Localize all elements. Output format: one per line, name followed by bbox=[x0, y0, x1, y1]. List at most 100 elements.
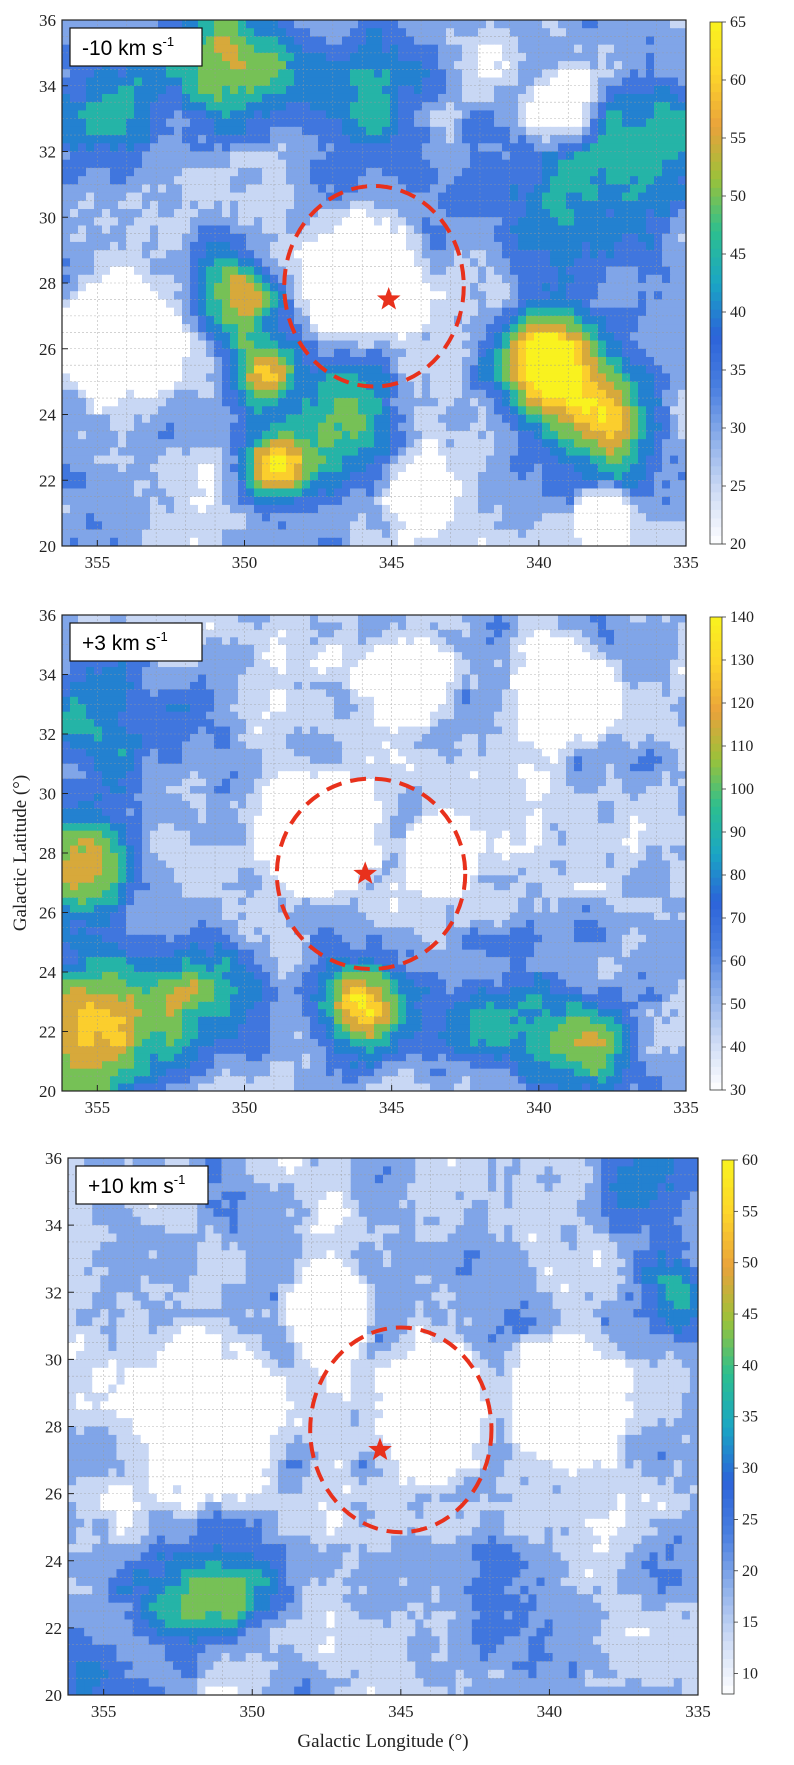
velocity-label-box bbox=[69, 27, 203, 67]
colorbar-segment bbox=[710, 82, 722, 93]
colorbar-segment bbox=[722, 1676, 734, 1686]
colorbar-segment bbox=[710, 56, 722, 67]
colorbar-segment bbox=[710, 719, 722, 728]
colorbar-segment bbox=[710, 274, 722, 284]
y-tick-label: 30 bbox=[45, 1350, 62, 1369]
colorbar-segment bbox=[710, 790, 722, 799]
star-marker bbox=[368, 1437, 392, 1461]
y-tick-label: 24 bbox=[39, 406, 57, 425]
colorbar-segment bbox=[722, 1364, 734, 1375]
colorbar-segment bbox=[710, 1019, 722, 1028]
colorbar-segment bbox=[710, 963, 722, 973]
colorbar-segment bbox=[710, 65, 722, 75]
colorbar-segment bbox=[710, 535, 722, 545]
region-circle bbox=[282, 184, 466, 389]
colorbar-segment bbox=[710, 161, 722, 171]
velocity-label-text: -10 km s bbox=[82, 37, 163, 60]
colorbar-tick-label: 55 bbox=[730, 130, 746, 147]
colorbar-tick-label: 50 bbox=[730, 996, 746, 1013]
colorbar-segment bbox=[722, 1418, 734, 1428]
colorbar-tick-label: 60 bbox=[730, 953, 746, 970]
heatmap-cells bbox=[62, 615, 686, 1091]
colorbar-tick-label: 20 bbox=[742, 1563, 758, 1580]
colorbar-segment bbox=[710, 1011, 722, 1020]
y-tick-label: 24 bbox=[39, 963, 57, 982]
colorbar-segment bbox=[710, 995, 722, 1004]
x-tick-label: 345 bbox=[379, 553, 405, 572]
x-tick-label: 350 bbox=[232, 553, 258, 572]
colorbar-segment bbox=[710, 343, 722, 354]
colorbar-segment bbox=[722, 1373, 734, 1384]
velocity-label: +3 km s-1 bbox=[82, 629, 168, 655]
colorbar-segment bbox=[710, 892, 722, 902]
colorbar-segment bbox=[710, 378, 722, 388]
colorbar-segment bbox=[710, 300, 722, 310]
colorbar-segment bbox=[710, 766, 722, 776]
colorbar-segment bbox=[710, 979, 722, 989]
colorbar-segment bbox=[722, 1685, 734, 1695]
colorbar-segment bbox=[710, 751, 722, 760]
colorbar-segment bbox=[710, 672, 722, 681]
y-tick-label: 28 bbox=[39, 274, 56, 293]
colorbar-segment bbox=[710, 422, 722, 432]
colorbar-tick-label: 100 bbox=[730, 781, 754, 798]
colorbar-tick-label: 50 bbox=[742, 1255, 758, 1272]
colorbar-segment bbox=[710, 774, 722, 784]
colorbar-segment bbox=[722, 1480, 734, 1490]
colorbar-segment bbox=[710, 1082, 722, 1091]
x-tick-label: 350 bbox=[239, 1702, 265, 1721]
colorbar-segment bbox=[710, 39, 722, 49]
x-tick-label: 355 bbox=[85, 553, 111, 572]
colorbar-segment bbox=[722, 1471, 734, 1481]
colorbar-segment bbox=[710, 727, 722, 736]
velocity-label: +10 km s-1 bbox=[88, 1172, 185, 1198]
colorbar-segment bbox=[710, 782, 722, 792]
colorbar-segment bbox=[710, 178, 722, 188]
colorbar-segment bbox=[722, 1346, 734, 1357]
colorbar-segment bbox=[710, 396, 722, 406]
colorbar-tick-label: 80 bbox=[730, 867, 746, 884]
colorbar-segment bbox=[710, 22, 722, 32]
colorbar-segment bbox=[722, 1266, 734, 1277]
region-circle bbox=[308, 1325, 494, 1535]
colorbar-segment bbox=[722, 1222, 734, 1232]
colorbar-segment bbox=[710, 91, 722, 101]
colorbar-segment bbox=[710, 845, 722, 855]
colorbar-tick-label: 40 bbox=[742, 1357, 758, 1374]
velocity-label-text: +3 km s bbox=[82, 632, 156, 655]
colorbar-segment bbox=[710, 256, 722, 267]
colorbar-segment bbox=[722, 1667, 734, 1677]
colorbar-tick-label: 30 bbox=[730, 1082, 746, 1099]
colorbar-segment bbox=[710, 239, 722, 249]
colorbar-segment bbox=[710, 869, 722, 878]
colorbar-segment bbox=[710, 940, 722, 949]
colorbar-segment bbox=[710, 135, 722, 145]
colorbar-segment bbox=[710, 814, 722, 823]
colorbar-segment bbox=[710, 213, 722, 223]
colorbar-segment bbox=[710, 735, 722, 744]
colorbar-segment bbox=[710, 387, 722, 397]
y-tick-label: 32 bbox=[39, 143, 56, 162]
y-tick-label: 20 bbox=[39, 1082, 56, 1101]
colorbar-segment bbox=[722, 1649, 734, 1659]
y-tick-label: 34 bbox=[39, 77, 57, 96]
heatmap-cells bbox=[68, 1158, 698, 1695]
colorbar-tick-label: 20 bbox=[730, 536, 746, 553]
colorbar-segment bbox=[722, 1284, 734, 1295]
colorbar-segment bbox=[710, 74, 722, 84]
colorbar-segment bbox=[710, 291, 722, 301]
panel-2: 355 350 345 340 335 20 22 24 26 28 30 32 34 36 +3 km s… bbox=[10, 606, 754, 1117]
colorbar-tick-label: 140 bbox=[730, 609, 754, 626]
colorbar-segment bbox=[722, 1622, 734, 1633]
colorbar-segment bbox=[722, 1168, 734, 1179]
colorbar-tick-label: 40 bbox=[730, 304, 746, 321]
colorbar-segment bbox=[722, 1613, 734, 1624]
colorbar-segment bbox=[722, 1249, 734, 1259]
colorbar-segment bbox=[710, 1003, 722, 1012]
velocity-label-box bbox=[69, 622, 203, 662]
colorbar-segment bbox=[710, 664, 722, 673]
colorbar-tick-label: 35 bbox=[742, 1409, 758, 1426]
colorbar-segment bbox=[722, 1355, 734, 1366]
colorbar-segment bbox=[710, 648, 722, 658]
